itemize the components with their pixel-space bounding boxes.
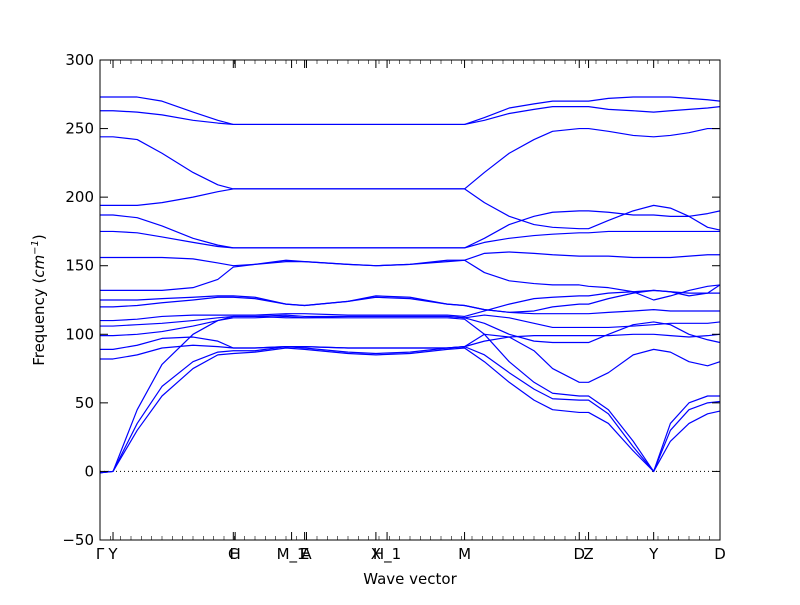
band-line-7 — [100, 314, 721, 329]
band-line-2 — [99, 346, 721, 474]
y-axis-label-close: ) — [30, 234, 48, 240]
y-tick-label: 200 — [65, 188, 94, 206]
series-layer — [99, 96, 721, 474]
kpoint-label: D — [573, 545, 585, 563]
band-line-13 — [100, 230, 720, 249]
kpoint-label: Y — [648, 545, 659, 563]
y-tick-label: 300 — [65, 51, 94, 69]
y-axis-label-group: Frequency (cm−1) — [30, 234, 48, 366]
band-line-9 — [100, 296, 720, 315]
y-tick-label: 250 — [65, 120, 94, 138]
y-axis-label: Frequency (cm−1) — [30, 234, 48, 366]
band-line-11 — [100, 259, 721, 301]
y-tick-label: 100 — [65, 325, 94, 343]
band-line-14 — [100, 210, 721, 249]
kpoint-label: D — [714, 545, 726, 563]
y-axis-label-exponent: −1 — [30, 240, 41, 255]
y-tick-label: 0 — [84, 462, 94, 480]
kpoint-label: M_1 — [277, 545, 307, 564]
y-tick-label: 150 — [65, 257, 94, 275]
band-line-18 — [100, 96, 721, 126]
y-axis-label-text: Frequency ( — [30, 278, 48, 366]
band-line-3 — [99, 315, 720, 474]
band-line-4 — [100, 333, 721, 360]
kpoint-label: M — [458, 545, 471, 563]
band-line-12 — [100, 251, 720, 267]
kpoint-label: Y — [107, 545, 118, 563]
plot-frame — [99, 59, 721, 541]
kpoint-label: A — [301, 545, 312, 563]
kpoint-label: X — [371, 545, 381, 563]
kpoint-label: E — [300, 545, 309, 563]
band-line-10 — [100, 284, 721, 313]
kpoint-label: Γ — [96, 545, 105, 563]
y-tick-label: 50 — [75, 394, 94, 412]
kpoint-label: H_1 — [373, 545, 401, 564]
kpoint-label: C — [228, 545, 238, 563]
x-axis-label: Wave vector — [363, 570, 457, 588]
band-line-5 — [100, 333, 721, 383]
y-axis-label-unit: cm — [30, 255, 48, 278]
y-tick-label: −50 — [62, 531, 94, 549]
band-line-16 — [100, 127, 720, 190]
band-line-15 — [100, 188, 721, 231]
kpoint-label: Z — [583, 545, 593, 563]
kpoint-label: H — [230, 545, 241, 563]
band-line-1 — [99, 347, 721, 474]
band-line-17 — [100, 106, 721, 126]
band-line-8 — [100, 289, 720, 322]
